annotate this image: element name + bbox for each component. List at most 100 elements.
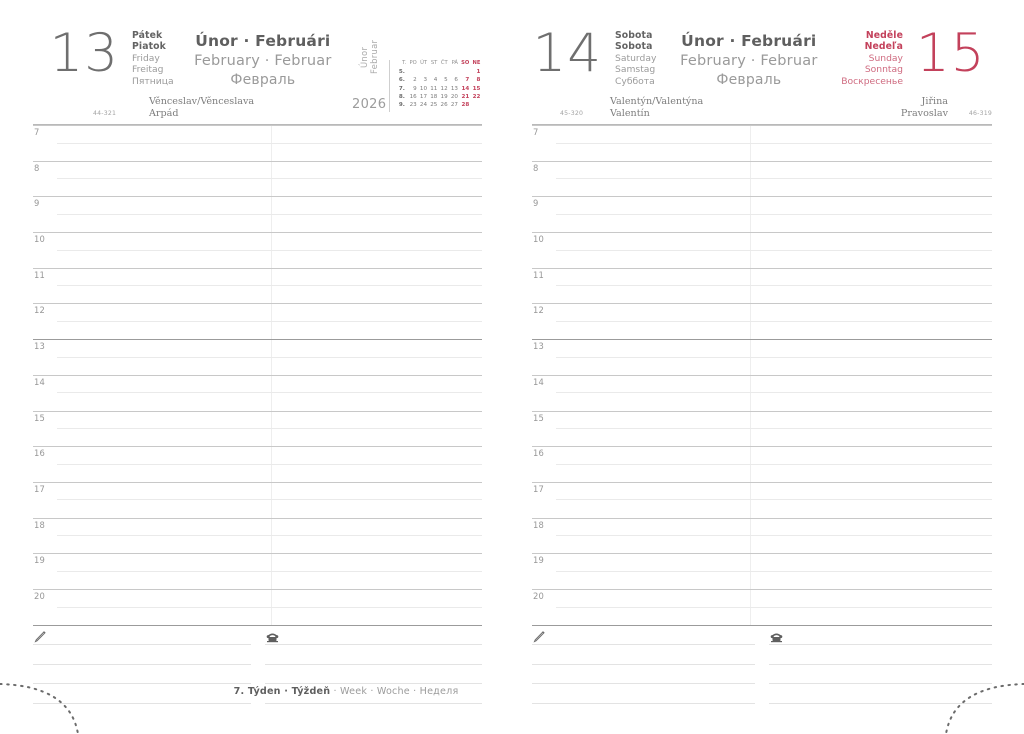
mini-cal-day[interactable]: 10 [419, 85, 428, 92]
half-hour-rule [57, 570, 482, 572]
mini-calendar-zone: Únor Februar 2026 T. PO ÚT ST ČT PÁ SO NE 5. 1 6.… [352, 16, 482, 112]
half-hour-rule [57, 321, 482, 323]
mini-cal-day[interactable] [408, 68, 418, 76]
phone-cell[interactable] [769, 684, 992, 704]
notes-cell[interactable] [33, 626, 251, 646]
schedule-hour-row[interactable]: 8 [33, 160, 482, 197]
page-right: 14 Sobota Sobota Saturday Samstag Суббот… [492, 0, 1024, 734]
mini-cal-day[interactable]: 26 [440, 102, 448, 109]
phone-cell[interactable] [264, 626, 482, 646]
hour-rule [532, 196, 992, 198]
mini-cal-day[interactable]: 21 [461, 93, 470, 100]
notes-cell[interactable] [33, 665, 251, 685]
schedule-hour-row[interactable]: 12 [33, 303, 482, 339]
schedule-hour-row[interactable]: 16 [532, 446, 992, 482]
phone-cell[interactable] [264, 665, 482, 685]
notes-line-row[interactable] [532, 665, 992, 685]
mini-cal-day[interactable]: 11 [430, 85, 438, 92]
schedule-hour-row[interactable]: 20 [532, 588, 992, 625]
schedule-hour-row[interactable]: 10 [532, 232, 992, 268]
mini-cal-day[interactable]: 20 [450, 93, 458, 100]
mini-cal-day[interactable]: 3 [423, 77, 428, 84]
schedule-hour-row[interactable]: 13 [33, 339, 482, 375]
mini-cal-day[interactable] [418, 68, 428, 76]
notes-cell[interactable] [532, 626, 755, 646]
phone-cell[interactable] [264, 684, 482, 704]
mini-cal-day[interactable]: 5 [444, 77, 448, 84]
mini-cal-day[interactable]: 17 [419, 93, 428, 100]
notes-line-row[interactable] [33, 684, 482, 704]
mini-cal-day[interactable]: 16 [409, 93, 417, 100]
half-hour-rule [57, 428, 482, 430]
mini-cal-day[interactable]: 22 [472, 93, 481, 100]
notes-line-row[interactable] [33, 626, 482, 646]
mini-cal-day[interactable]: 1 [476, 68, 481, 75]
schedule-hour-row[interactable]: 17 [33, 481, 482, 518]
mini-cal-day[interactable] [449, 68, 459, 76]
schedule-hour-row[interactable]: 18 [532, 517, 992, 554]
phone-cell[interactable] [769, 645, 992, 665]
mini-cal-day[interactable]: 15 [472, 85, 481, 92]
schedule-hour-row[interactable]: 14 [33, 374, 482, 411]
mini-cal-day[interactable]: 8 [476, 77, 481, 84]
phone-cell[interactable] [769, 665, 992, 685]
schedule-hour-row[interactable]: 16 [33, 446, 482, 482]
mini-cal-day[interactable]: 12 [440, 85, 448, 92]
schedule-hour-row[interactable]: 19 [532, 553, 992, 589]
note-rule [264, 644, 482, 646]
schedule-hour-row[interactable]: 11 [33, 267, 482, 304]
hour-rule [532, 267, 992, 269]
schedule-hour-row[interactable]: 20 [33, 588, 482, 625]
notes-cell[interactable] [532, 645, 755, 665]
mini-cal-day[interactable]: 2 [413, 77, 417, 84]
notes-line-row[interactable] [532, 626, 992, 646]
mini-cal-day[interactable]: 19 [440, 93, 448, 100]
schedule-hour-row[interactable]: 17 [532, 481, 992, 518]
mini-cal-day[interactable]: 4 [433, 77, 438, 84]
notes-line-row[interactable] [33, 665, 482, 685]
mini-cal-day[interactable]: 23 [409, 102, 417, 109]
notes-cell[interactable] [532, 684, 755, 704]
schedule-hour-row[interactable]: 15 [532, 410, 992, 447]
schedule-hour-row[interactable]: 7 [532, 125, 992, 161]
schedule-hour-row[interactable]: 8 [532, 160, 992, 197]
schedule-hour-row[interactable]: 13 [532, 339, 992, 375]
notes-cell[interactable] [532, 665, 755, 685]
notes-line-row[interactable] [532, 645, 992, 665]
mini-cal-day[interactable]: 25 [430, 102, 438, 109]
hour-rule [532, 374, 992, 376]
mini-cal-day[interactable]: 28 [461, 102, 470, 109]
phone-cell[interactable] [264, 645, 482, 665]
day-number-wrap: 13 [33, 16, 119, 81]
schedule-hour-row[interactable]: 15 [33, 410, 482, 447]
phone-cell[interactable] [769, 626, 992, 646]
half-hour-rule [556, 142, 992, 144]
notes-cell[interactable] [33, 684, 251, 704]
mini-cal-day[interactable]: 24 [419, 102, 428, 109]
mini-cal-day[interactable]: 13 [450, 85, 458, 92]
schedule-hour-row[interactable]: 9 [33, 196, 482, 232]
weekday-cs: Pátek [132, 30, 163, 41]
mini-cal-day[interactable]: 27 [450, 102, 458, 109]
notes-line-row[interactable] [33, 645, 482, 665]
schedule-hour-row[interactable]: 18 [33, 517, 482, 554]
mini-cal-day[interactable]: 14 [461, 85, 470, 92]
mini-cal-day[interactable] [439, 68, 449, 76]
mini-cal-day[interactable]: 18 [430, 93, 438, 100]
schedule-hour-row[interactable]: 9 [532, 196, 992, 232]
schedule-hour-row[interactable]: 7 [33, 125, 482, 161]
hour-rule [532, 446, 992, 448]
schedule-hour-row[interactable]: 19 [33, 553, 482, 589]
schedule-hour-row[interactable]: 14 [532, 374, 992, 411]
notes-line-row[interactable] [532, 684, 992, 704]
notes-cell[interactable] [33, 645, 251, 665]
mini-cal-day[interactable]: 9 [413, 85, 417, 92]
mini-cal-day[interactable] [429, 68, 439, 76]
mini-cal-day[interactable]: 7 [465, 77, 470, 84]
schedule-hour-row[interactable]: 11 [532, 267, 992, 304]
schedule-hour-row[interactable]: 12 [532, 303, 992, 339]
mini-cal-day[interactable]: 6 [454, 77, 458, 84]
half-hour-rule [57, 392, 482, 394]
mini-cal-day[interactable] [460, 68, 471, 76]
schedule-hour-row[interactable]: 10 [33, 232, 482, 268]
